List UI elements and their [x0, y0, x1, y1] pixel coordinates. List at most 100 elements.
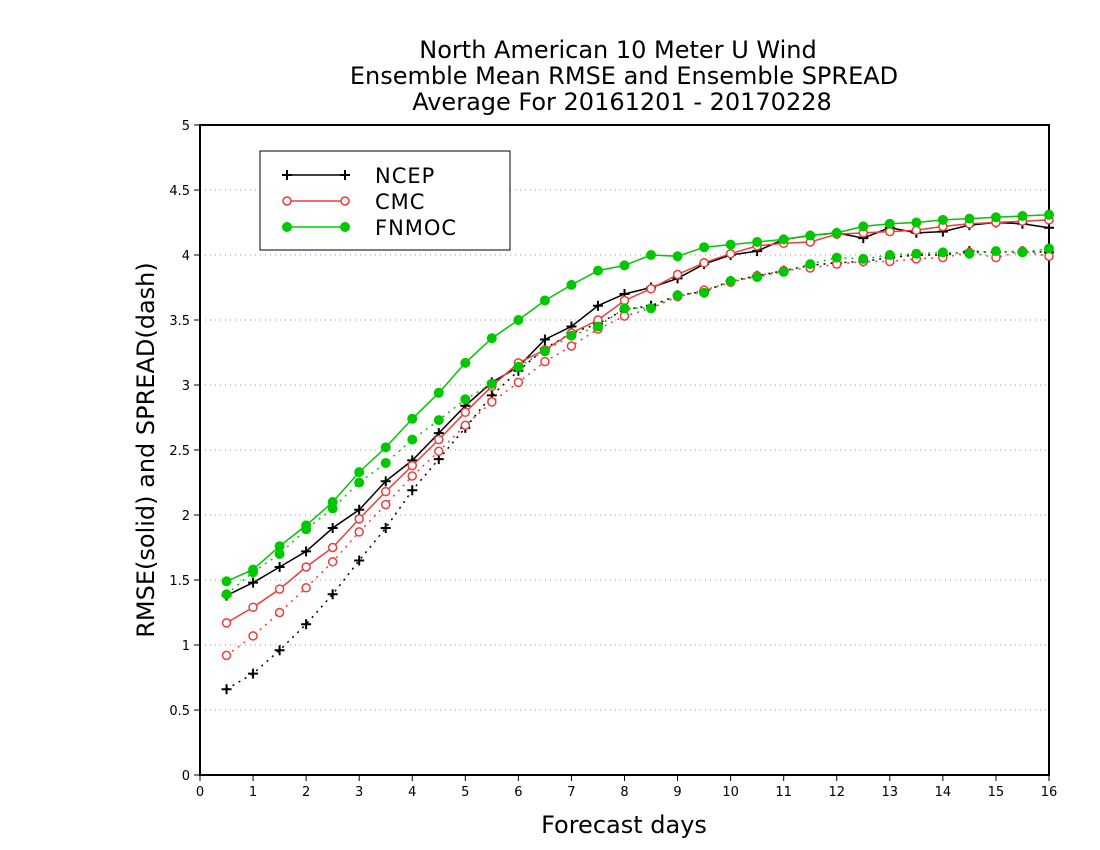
title-line-1: North American 10 Meter U Wind	[419, 36, 816, 64]
data-point-cmc-spread	[274, 607, 285, 618]
data-point-fnmoc-spread	[407, 434, 418, 445]
legend-item-cmc: CMC	[282, 190, 424, 214]
data-point-fnmoc-spread	[831, 252, 842, 263]
x-tick-label: 13	[882, 785, 899, 800]
data-point-fnmoc-rmse	[274, 541, 285, 552]
data-point-cmc-rmse	[460, 407, 471, 418]
x-tick-label: 4	[408, 785, 416, 800]
series-line-ncep-spread	[226, 250, 1050, 690]
data-point-fnmoc-rmse	[1044, 209, 1054, 220]
data-point-fnmoc-rmse	[805, 230, 816, 241]
y-tick-label: 0	[182, 769, 190, 784]
series-ncep-rmse	[221, 217, 1054, 601]
legend-marker	[282, 196, 292, 206]
data-point-fnmoc-spread	[990, 246, 1001, 257]
data-point-fnmoc-spread	[433, 415, 444, 426]
data-point-fnmoc-rmse	[566, 279, 577, 290]
data-point-fnmoc-rmse	[725, 239, 736, 250]
y-tick-label: 0.5	[169, 704, 190, 719]
data-point-fnmoc-spread	[221, 589, 232, 600]
data-point-fnmoc-rmse	[990, 212, 1001, 223]
data-point-fnmoc-rmse	[301, 520, 312, 531]
x-tick-label: 2	[302, 785, 310, 800]
data-point-ncep-spread	[301, 619, 312, 630]
y-axis-label: RMSE(solid) and SPREAD(dash)	[132, 262, 160, 638]
data-point-ncep-rmse	[592, 300, 603, 311]
legend-marker	[282, 222, 292, 232]
data-point-fnmoc-spread	[592, 321, 603, 332]
data-point-cmc-rmse	[380, 486, 391, 497]
legend-item-fnmoc: FNMOC	[282, 216, 457, 240]
series-fnmoc-spread	[221, 243, 1054, 600]
data-point-cmc-rmse	[672, 269, 683, 280]
data-point-fnmoc-rmse	[380, 442, 391, 453]
data-point-fnmoc-rmse	[937, 214, 948, 225]
data-point-fnmoc-spread	[1044, 243, 1054, 254]
series-line-fnmoc-rmse	[226, 213, 1050, 582]
data-point-fnmoc-rmse	[699, 242, 710, 253]
data-point-fnmoc-rmse	[460, 357, 471, 368]
data-point-fnmoc-spread	[699, 287, 710, 298]
data-point-cmc-spread	[460, 420, 471, 431]
data-point-ncep-spread	[221, 684, 232, 695]
legend-label: NCEP	[375, 164, 435, 188]
legend-item-ncep: NCEP	[282, 164, 435, 188]
data-point-ncep-spread	[327, 589, 338, 600]
data-point-fnmoc-spread	[1017, 247, 1028, 258]
data-point-ncep-rmse	[380, 476, 391, 487]
data-point-fnmoc-spread	[911, 248, 922, 259]
data-point-cmc-rmse	[699, 258, 709, 268]
data-point-fnmoc-spread	[619, 303, 630, 314]
legend-marker	[340, 170, 350, 180]
x-axis-label: Forecast days	[541, 811, 707, 839]
data-point-cmc-rmse	[327, 542, 338, 553]
data-point-fnmoc-spread	[858, 253, 869, 264]
series-ncep-spread	[221, 246, 1054, 695]
data-point-fnmoc-spread	[354, 477, 365, 488]
data-point-cmc-rmse	[274, 584, 285, 594]
data-point-fnmoc-rmse	[221, 576, 232, 587]
data-point-fnmoc-spread	[539, 346, 550, 357]
data-point-fnmoc-rmse	[778, 234, 789, 245]
series-fnmoc-rmse	[221, 209, 1054, 587]
y-tick-label: 1	[182, 639, 190, 654]
x-tick-label: 10	[722, 785, 739, 800]
data-point-cmc-spread	[327, 557, 338, 567]
data-point-cmc-spread	[540, 356, 550, 367]
data-point-cmc-spread	[221, 650, 232, 661]
y-tick-label: 1.5	[169, 574, 190, 589]
legend-label: FNMOC	[375, 216, 457, 240]
y-tick-label: 2	[182, 509, 190, 524]
data-point-fnmoc-rmse	[248, 564, 259, 575]
data-point-fnmoc-rmse	[513, 315, 524, 325]
y-tick-label: 2.5	[169, 444, 190, 459]
y-tick-label: 4	[182, 249, 190, 264]
data-point-ncep-rmse	[327, 523, 338, 533]
data-point-fnmoc-spread	[752, 272, 763, 283]
data-point-cmc-spread	[301, 583, 311, 593]
data-point-fnmoc-rmse	[619, 260, 630, 271]
legend-marker	[282, 170, 292, 180]
data-point-cmc-rmse	[248, 602, 258, 613]
x-tick-label: 16	[1041, 785, 1058, 800]
y-tick-label: 5	[182, 119, 190, 134]
y-tick-label: 3.5	[169, 314, 190, 329]
series-cmc-spread	[221, 246, 1054, 661]
data-point-fnmoc-spread	[672, 290, 683, 301]
axis-ticks: 00.511.522.533.544.550 1 2 3 4 5 6 7 8 9 10 11 12 13 1…	[169, 119, 1057, 800]
data-point-fnmoc-spread	[380, 458, 391, 468]
data-point-cmc-rmse	[725, 248, 736, 259]
series-line-fnmoc-spread	[226, 247, 1050, 595]
x-tick-label: 12	[828, 785, 845, 800]
data-point-fnmoc-rmse	[964, 213, 975, 224]
x-tick-label: 6	[514, 785, 522, 800]
data-point-cmc-spread	[434, 446, 444, 457]
x-tick-label: 11	[775, 785, 792, 800]
data-point-fnmoc-spread	[964, 248, 975, 259]
data-point-ncep-spread	[380, 523, 391, 533]
x-tick-label: 14	[935, 785, 952, 800]
data-point-ncep-rmse	[539, 334, 550, 345]
data-point-fnmoc-rmse	[672, 251, 683, 262]
data-point-ncep-rmse	[354, 504, 365, 515]
